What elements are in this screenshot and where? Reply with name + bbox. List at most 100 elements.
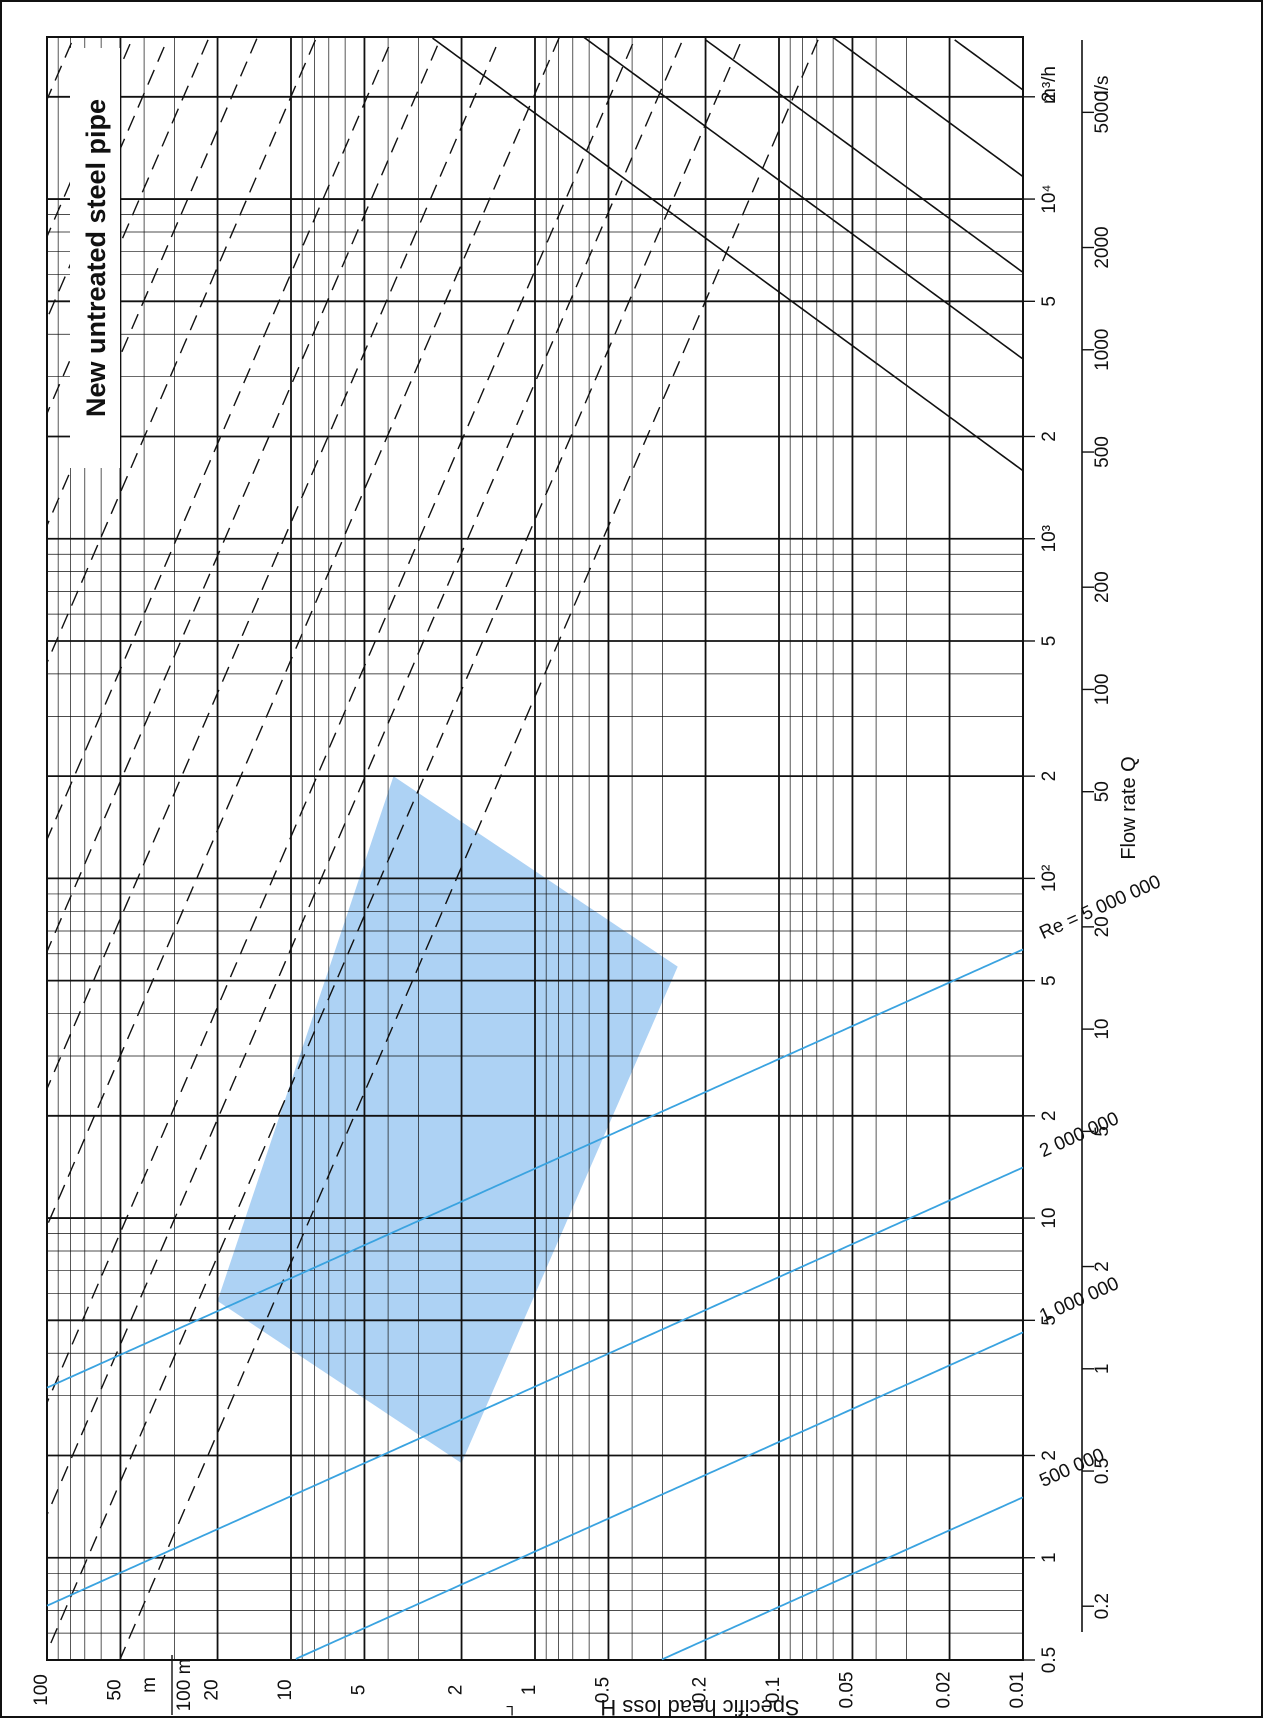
y-tick-label-ls: 0.5 [1092, 1458, 1113, 1484]
x-tick-label: 2 [446, 1685, 467, 1696]
y-tick-label-m3h: 2 [1039, 431, 1060, 442]
reynolds-line [295, 1331, 1024, 1660]
velocity-line [46, 46, 497, 1090]
y-tick-label-m3h: 2 [1039, 771, 1060, 782]
reynolds-label-bg [1034, 1103, 1135, 1163]
y-tick-label-ls: 200 [1092, 571, 1113, 603]
y-tick-label-m3h-group: 0.5 [1039, 1647, 1060, 1673]
y-tick-label-m3h-group: 1 [1039, 1552, 1060, 1563]
axes: 100 50 20 10 5 2 1 0.5 0.2 0.1 0.05 0.02 0.01 m 100 m S… [31, 40, 1140, 1718]
velocity-line [46, 46, 390, 840]
x-unit-bottom-group: 100 m [174, 1659, 195, 1712]
velocity-line [46, 39, 317, 663]
x-axis-label-sub: L [506, 1703, 514, 1718]
velocity-line [119, 39, 819, 1660]
reynolds-line [46, 948, 1024, 1389]
velocity-line [46, 43, 634, 1403]
y-tick-label-m3h-group: 5 [1039, 1315, 1060, 1326]
velocity-line [46, 42, 73, 100]
y-tick-label-ls: 10 [1092, 1019, 1113, 1040]
x-tick-label-group: 0.2 [690, 1677, 711, 1703]
y-tick-label-ls-group: 1 [1092, 1363, 1113, 1374]
y-tick-label-m3h: 1 [1039, 1552, 1060, 1563]
y-tick-label-ls-group: 0.2 [1092, 1593, 1113, 1619]
y-tick-label-ls: 100 [1092, 674, 1113, 706]
y-tick-label-m3h: 5 [1039, 975, 1060, 986]
y-tick-label-m3h: 10² [1039, 865, 1060, 892]
y-tick-label-m3h-group: 5 [1039, 975, 1060, 986]
y-tick-label-m3h-group: 2 [1039, 771, 1060, 782]
diameter-line [705, 39, 1024, 274]
x-tick-label: 0.2 [690, 1677, 711, 1703]
x-tick-label: 10 [275, 1679, 296, 1700]
y-tick-label-m3h: 5 [1039, 296, 1060, 307]
y-tick-label-m3h: 2 [1039, 92, 1060, 103]
x-tick-label: 5 [348, 1685, 369, 1696]
diameter-line [832, 36, 1024, 178]
x-axis-label: Specific head loss H [600, 1695, 799, 1718]
x-unit-top: m [139, 1677, 160, 1693]
diameter-line [583, 36, 1024, 360]
x-tick-label: 50 [104, 1679, 125, 1700]
y-unit-m3h: m³/h [1039, 66, 1060, 104]
y-tick-label-m3h-group: 10 [1039, 1208, 1060, 1229]
y-tick-label-m3h-group: 10³ [1039, 525, 1060, 552]
reynolds-line [661, 1496, 1024, 1661]
velocity-line [46, 36, 561, 1227]
y-tick-label-ls-group: 1000 [1092, 329, 1113, 371]
x-tick-label: 0.1 [763, 1677, 784, 1703]
reynolds-line [46, 1166, 1024, 1607]
x-tick-label: 0.02 [934, 1672, 955, 1709]
y-unit-m3h-group: m³/h [1039, 66, 1060, 104]
y-tick-label-ls: 20 [1092, 916, 1113, 937]
y-tick-label-ls: 2 [1092, 1261, 1113, 1272]
x-tick-label-group: 0.5 [592, 1677, 613, 1703]
reynolds-label-bg [1034, 863, 1184, 945]
y-tick-label-ls: 500 [1092, 436, 1113, 468]
y-tick-label-ls: 50 [1092, 781, 1113, 802]
velocity-line [46, 38, 258, 526]
reynolds-label-bg [1034, 1442, 1116, 1493]
y-tick-label-m3h: 2 [1039, 1450, 1060, 1461]
x-tick-label-group: 0.05 [836, 1672, 857, 1709]
x-tick-label-group: 50 [104, 1679, 125, 1700]
y-tick-label-ls: 5 [1092, 1126, 1113, 1137]
y-tick-label-ls-group: 5000 [1092, 91, 1113, 133]
y-axis-label-group: Flow rate Q [1118, 756, 1140, 859]
plot-frame [46, 36, 1024, 1661]
x-axis-label-group: Specific head loss H [600, 1695, 799, 1718]
y-tick-label-ls-group: 20 [1092, 916, 1113, 937]
x-tick-label-group: 100 [31, 1674, 52, 1706]
y-unit-ls-group: l/s [1092, 76, 1113, 95]
y-axis-label: Flow rate Q [1118, 756, 1140, 859]
diameter-line [432, 37, 1024, 472]
x-tick-label: 1 [519, 1685, 540, 1696]
x-tick-label-group: 0.01 [1007, 1672, 1028, 1709]
y-tick-label-ls-group: 0.5 [1092, 1458, 1113, 1484]
x-tick-label: 0.05 [836, 1672, 857, 1709]
y-tick-label-m3h-group: 2 [1039, 1450, 1060, 1461]
velocity-line [46, 42, 683, 1516]
y-tick-label-m3h-group: 5 [1039, 636, 1060, 647]
y-tick-label-ls-group: 500 [1092, 436, 1113, 468]
velocity-line [46, 43, 741, 1653]
velocity-line [46, 45, 439, 952]
x-tick-label-group: 0.02 [934, 1672, 955, 1709]
x-tick-label-group: 20 [202, 1679, 223, 1700]
y-tick-label-m3h: 2 [1039, 1111, 1060, 1122]
y-tick-label-m3h-group: 2 [1039, 92, 1060, 103]
x-unit-bottom: 100 m [174, 1659, 195, 1712]
y-tick-label-m3h: 10³ [1039, 525, 1060, 552]
recommended-region [217, 776, 678, 1464]
y-tick-label-ls-group: 2000 [1092, 226, 1113, 268]
x-tick-label: 0.5 [592, 1677, 613, 1703]
y-tick-label-ls: 5000 [1092, 91, 1113, 133]
y-unit-ls: l/s [1092, 76, 1113, 95]
x-axis-label-sub-group: L [506, 1703, 514, 1718]
title-box: New untreated steel pipe [70, 48, 120, 468]
grid [46, 36, 1024, 1661]
chart-title: New untreated steel pipe [81, 99, 111, 417]
y-tick-label-m3h-group: 10² [1039, 865, 1060, 892]
